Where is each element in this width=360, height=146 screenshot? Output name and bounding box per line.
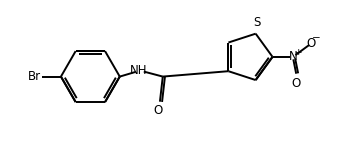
Text: O: O: [292, 77, 301, 90]
Text: NH: NH: [130, 64, 147, 77]
Text: −: −: [312, 33, 321, 43]
Text: +: +: [294, 48, 302, 57]
Text: Br: Br: [28, 70, 41, 83]
Text: S: S: [253, 16, 260, 29]
Text: O: O: [306, 37, 315, 50]
Text: O: O: [153, 104, 163, 117]
Text: N: N: [289, 50, 298, 63]
